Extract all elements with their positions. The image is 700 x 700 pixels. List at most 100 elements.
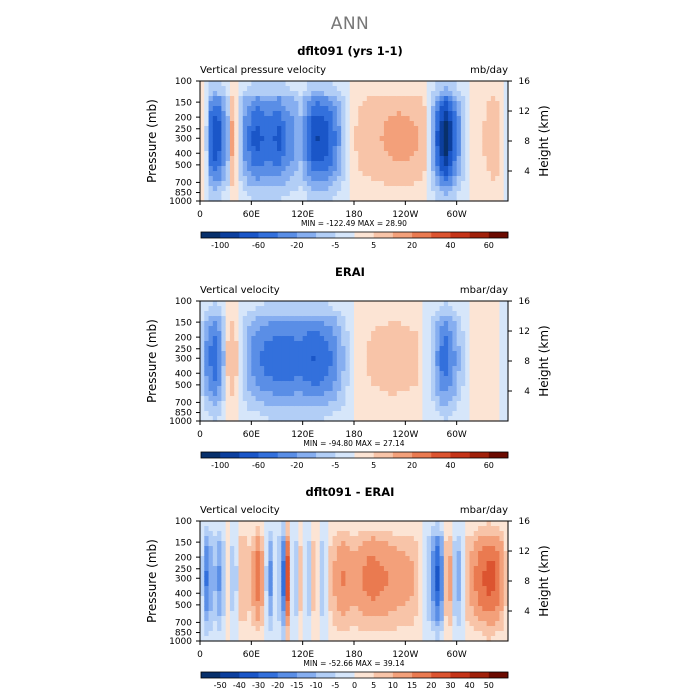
field-cell — [324, 636, 329, 642]
field-cell — [225, 351, 231, 357]
field-cell — [379, 81, 385, 87]
field-cell — [311, 541, 317, 547]
field-cell — [238, 636, 244, 642]
field-cell — [319, 191, 325, 197]
field-cell — [251, 606, 257, 612]
field-cell — [392, 631, 398, 637]
field-cell — [405, 111, 411, 117]
field-cell — [362, 81, 368, 87]
field-cell — [375, 551, 381, 557]
field-cell — [413, 346, 419, 352]
field-cell — [341, 341, 347, 347]
field-cell — [375, 521, 381, 527]
field-cell — [247, 636, 252, 642]
field-cell — [311, 396, 317, 402]
field-cell — [204, 616, 210, 622]
field-cell — [229, 166, 235, 172]
field-cell — [431, 581, 436, 587]
field-cell — [418, 121, 424, 127]
field-cell — [234, 316, 240, 322]
field-cell — [443, 136, 449, 142]
field-cell — [452, 401, 458, 407]
field-cell — [294, 116, 299, 122]
field-cell — [302, 321, 308, 327]
field-cell — [225, 636, 231, 642]
field-cell — [426, 386, 432, 392]
field-cell — [371, 351, 376, 357]
field-cell — [268, 311, 274, 317]
field-cell — [319, 171, 325, 177]
field-cell — [311, 311, 317, 317]
field-cell — [268, 186, 274, 192]
field-cell — [495, 181, 501, 187]
field-cell — [349, 586, 355, 592]
field-cell — [311, 151, 317, 157]
field-cell — [435, 591, 441, 597]
field-cell — [499, 171, 505, 177]
field-cell — [324, 121, 329, 127]
field-cell — [486, 91, 492, 97]
field-cell — [319, 611, 325, 617]
field-cell — [238, 96, 244, 102]
field-cell — [396, 366, 402, 372]
field-cell — [349, 391, 355, 397]
field-cell — [443, 361, 449, 367]
field-cell — [383, 191, 389, 197]
field-cell — [358, 601, 364, 607]
field-cell — [200, 186, 205, 192]
field-cell — [448, 316, 453, 322]
field-cell — [204, 396, 210, 402]
field-cell — [383, 546, 389, 552]
field-cell — [478, 391, 483, 397]
field-cell — [396, 411, 402, 417]
field-cell — [289, 161, 295, 167]
field-cell — [392, 311, 398, 317]
field-cell — [413, 311, 419, 317]
field-cell — [473, 361, 479, 367]
field-cell — [221, 96, 227, 102]
field-cell — [371, 166, 376, 172]
field-cell — [212, 321, 218, 327]
field-cell — [324, 351, 329, 357]
field-cell — [401, 536, 406, 542]
field-cell — [221, 181, 227, 187]
field-cell — [264, 371, 270, 377]
field-cell — [486, 166, 492, 172]
field-cell — [204, 626, 210, 632]
field-cell — [362, 136, 368, 142]
field-cell — [422, 341, 428, 347]
field-cell — [324, 546, 329, 552]
field-cell — [242, 406, 248, 412]
field-cell — [443, 301, 449, 307]
field-cell — [315, 86, 321, 92]
field-cell — [272, 106, 278, 112]
field-cell — [281, 396, 287, 402]
field-cell — [422, 616, 428, 622]
field-cell — [362, 361, 368, 367]
field-cell — [234, 406, 240, 412]
field-cell — [413, 571, 419, 577]
field-cell — [285, 151, 291, 157]
field-cell — [306, 406, 312, 412]
field-cell — [200, 326, 205, 332]
field-cell — [345, 576, 351, 582]
field-cell — [332, 601, 338, 607]
field-cell — [366, 106, 372, 112]
field-cell — [234, 341, 240, 347]
field-cell — [302, 331, 308, 337]
field-cell — [319, 561, 325, 567]
field-cell — [392, 101, 398, 107]
field-cell — [328, 341, 334, 347]
field-cell — [217, 606, 222, 612]
field-cell — [200, 131, 205, 137]
field-cell — [375, 311, 381, 317]
field-cell — [285, 171, 291, 177]
field-cell — [234, 531, 240, 537]
field-cell — [238, 141, 244, 147]
field-cell — [255, 386, 261, 392]
field-cell — [255, 316, 261, 322]
field-cell — [443, 621, 449, 627]
field-cell — [439, 121, 445, 127]
field-cell — [272, 416, 278, 422]
field-cell — [324, 341, 329, 347]
